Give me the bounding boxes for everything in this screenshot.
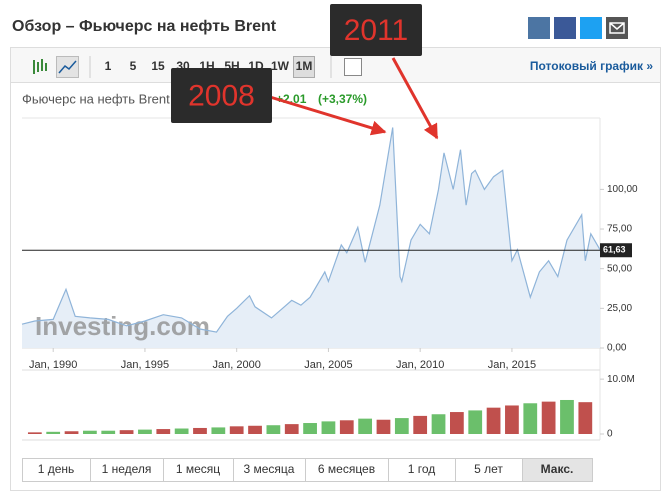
volume-bar (156, 429, 171, 434)
annotation-arrow (269, 95, 387, 136)
x-tick-label: Jan, 2000 (213, 359, 261, 371)
candle-icon[interactable] (33, 59, 47, 74)
range-button[interactable]: 3 месяца (244, 462, 295, 476)
volume-tick-label: 0 (607, 429, 613, 440)
volume-bar (266, 425, 281, 434)
facebook-icon[interactable] (554, 17, 576, 39)
vk-icon[interactable] (528, 17, 550, 39)
share-icons (528, 17, 628, 39)
interval-button[interactable]: 5 (130, 59, 137, 73)
annotation-arrow (391, 57, 439, 140)
y-tick-label: 50,00 (607, 263, 632, 274)
y-tick-label: 0,00 (607, 343, 627, 354)
volume-bar (431, 414, 446, 434)
x-tick-label: Jan, 2005 (304, 359, 352, 371)
last-value-label: 61,63 (603, 245, 626, 255)
instrument-name: Фьючерс на нефть Brent (22, 91, 170, 106)
volume-bar (229, 426, 244, 434)
volume-tick-label: 10.0M (607, 374, 635, 385)
mail-glyph (609, 22, 625, 34)
volume-bar (486, 407, 501, 434)
volume-bar (119, 430, 134, 434)
range-button[interactable]: 5 лет (474, 462, 503, 476)
range-button[interactable]: 1 год (408, 462, 436, 476)
last-value-box (600, 243, 632, 258)
interval-button[interactable]: 15 (151, 59, 165, 73)
y-tick-label: 100,00 (607, 184, 638, 195)
range-button[interactable]: 1 месяц (176, 462, 220, 476)
x-tick-label: Jan, 1990 (29, 359, 77, 371)
settings-icon[interactable] (344, 58, 362, 76)
volume-bar (449, 412, 464, 434)
range-button[interactable]: Макс. (541, 462, 574, 476)
volume-bar (248, 425, 262, 434)
volume-bar (376, 419, 391, 434)
volume-bar (358, 418, 373, 434)
volume-bar (394, 418, 409, 434)
annotation-label: 2008 (188, 79, 255, 112)
volume-bar (541, 401, 556, 434)
range-button[interactable]: 1 день (38, 462, 75, 476)
volume-bar (578, 402, 593, 434)
volume-bar (339, 420, 354, 434)
volume-bar (138, 429, 152, 434)
volume-bar (46, 431, 61, 434)
stream-link[interactable]: Потоковый график » (530, 59, 653, 73)
volume-bar (413, 415, 428, 434)
annotation-label: 2011 (344, 14, 409, 47)
volume-bar (321, 421, 336, 434)
range-button[interactable]: 6 месяцев (318, 462, 375, 476)
interval-button[interactable]: 1W (271, 59, 290, 73)
interval-button[interactable]: 1M (296, 59, 313, 73)
y-tick-label: 25,00 (607, 303, 632, 314)
volume-bar (284, 424, 299, 434)
interval-button[interactable]: 1 (105, 59, 112, 73)
volume-bar (174, 428, 189, 434)
volume-bar (523, 403, 538, 434)
annotation-box (171, 68, 272, 123)
page-title: Обзор – Фьючерс на нефть Brent (12, 18, 277, 35)
annotation-box (330, 4, 422, 56)
twitter-icon[interactable] (580, 17, 602, 39)
volume-bar (83, 430, 97, 434)
interval-active[interactable] (293, 56, 315, 78)
volume-bar (211, 427, 226, 434)
watermark: Investing.com (35, 311, 210, 341)
line-icon (58, 60, 77, 74)
range-button[interactable]: 1 неделя (102, 462, 152, 476)
y-tick-label: 75,00 (607, 224, 632, 235)
volume-bar (64, 431, 79, 434)
volume-bar (468, 410, 483, 434)
volume-bar (303, 423, 317, 434)
volume-bar (193, 427, 207, 434)
volume-bar (505, 405, 519, 434)
x-tick-label: Jan, 2015 (488, 359, 536, 371)
price-line (21, 127, 601, 333)
chart-type-icons (33, 56, 362, 78)
volume-bar (27, 432, 42, 434)
x-tick-label: Jan, 2010 (396, 359, 444, 371)
area-fill (22, 127, 600, 348)
range-button-box[interactable] (522, 458, 593, 482)
x-tick-label: Jan, 1995 (121, 359, 169, 371)
change-percent: (+3,37%) (318, 92, 367, 106)
volume-bar (101, 430, 116, 434)
volume-bar (560, 399, 574, 434)
